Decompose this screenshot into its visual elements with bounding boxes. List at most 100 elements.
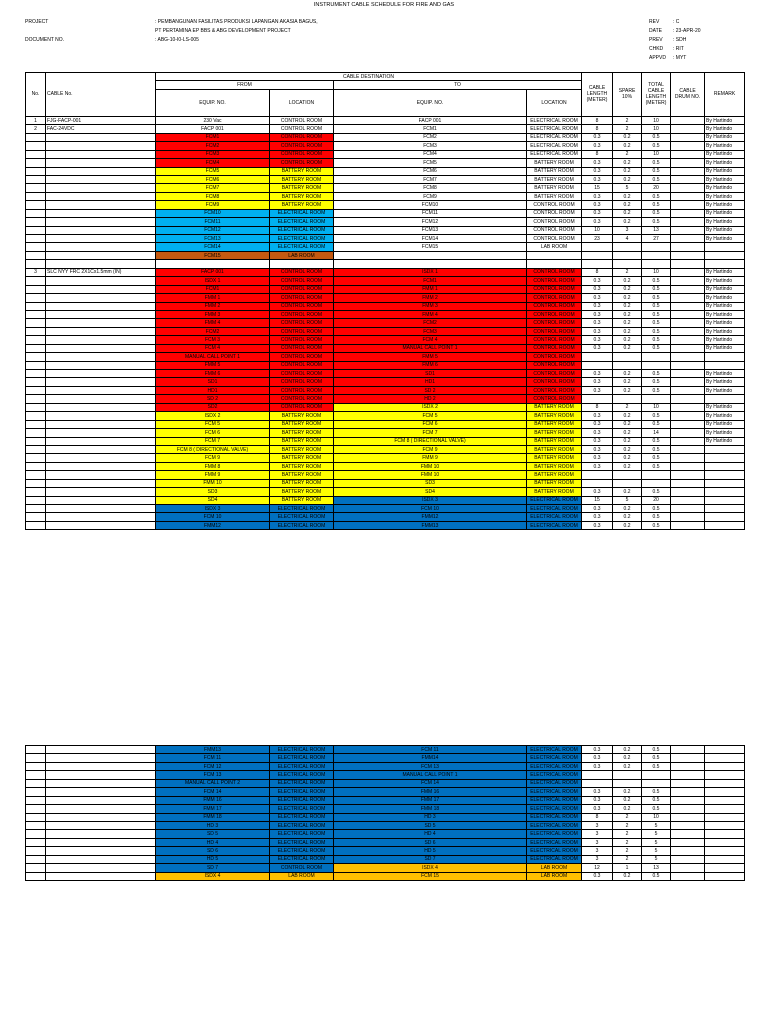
table-row: FCM12 ELECTRICAL ROOM FCM13 CONTROL ROOM 10 3… (25, 225, 746, 236)
cell-total (641, 352, 672, 362)
col-from-location: LOCATION (269, 88, 334, 117)
cell-cable-length (581, 770, 613, 780)
cell-cable-no (45, 744, 156, 755)
cell-to-location: ELECTRICAL ROOM (525, 520, 583, 531)
cell-cable-length: 0.3 (581, 419, 614, 430)
cell-from-location: ELECTRICAL ROOM (269, 761, 334, 772)
cell-total: 0.5 (641, 787, 671, 797)
cell-from-equip: MANUAL CALL POINT 2 (155, 778, 270, 789)
cell-spare: 2 (612, 124, 643, 134)
cell-total (641, 259, 672, 269)
cell-from-location: ELECTRICAL ROOM (269, 233, 334, 244)
cell-from-equip: FCM12 (155, 225, 270, 236)
cell-cable-length: 0.3 (581, 520, 614, 531)
table-row: MANUAL CALL POINT 1 CONTROL ROOM FMM 5 CONT… (25, 352, 746, 362)
rev-value: : C (673, 19, 680, 25)
cell-drum (670, 871, 705, 882)
cable-schedule-table: No. CABLE No. CABLE DESTINATION CABLE LE… (25, 71, 746, 531)
cell-no (25, 309, 46, 320)
cell-to-location: ELECTRICAL ROOM (525, 115, 583, 126)
cell-to-equip: FMM 10 (333, 461, 527, 472)
cell-from-location: CONTROL ROOM (269, 124, 334, 134)
cell-drum (670, 487, 706, 497)
table-row: FCM 12 ELECTRICAL ROOM FCM 13 ELECTRICAL RO… (25, 761, 745, 772)
cell-cable-no (45, 761, 156, 772)
cell-cable-length: 0.3 (581, 217, 614, 227)
cell-no (25, 318, 46, 328)
cell-spare: 0.2 (612, 208, 643, 219)
cell-cable-no (45, 343, 156, 354)
cell-remark (704, 444, 746, 455)
cell-cable-length: 0.3 (581, 141, 614, 151)
cell-from-location: CONTROL ROOM (269, 343, 334, 354)
cell-from-location: LAB ROOM (269, 871, 334, 882)
cell-from-equip: FMM 2 (155, 301, 270, 311)
cell-cable-no (45, 402, 156, 413)
table-row: FMM13 ELECTRICAL ROOM FCM 11 ELECTRICAL ROO… (25, 744, 745, 755)
cell-spare: 5 (612, 183, 643, 193)
cell-total: 0.5 (641, 166, 672, 176)
cell-from-equip: FMM 5 (155, 360, 270, 371)
table-row: HD1 CONTROL ROOM SD 2 CONTROL ROOM 0.3 0.2 0.5… (25, 385, 746, 396)
cell-to-equip: ISDX 1 (333, 267, 527, 278)
cell-to-equip: FCM10 (333, 200, 527, 210)
cell-to-location: ELECTRICAL ROOM (526, 804, 582, 814)
cell-remark: By Hartindo (704, 343, 746, 354)
table-row: FCM4 CONTROL ROOM FCM5 BATTERY ROOM 0.3 0.2 0.… (25, 158, 746, 168)
cell-from-location: BATTERY ROOM (269, 470, 334, 480)
cell-from-equip: FMM 17 (155, 804, 270, 814)
cell-from-equip: FMM 3 (155, 309, 270, 320)
cell-no (25, 520, 46, 531)
cell-remark: By Hartindo (704, 115, 746, 126)
cell-to-location: BATTERY ROOM (525, 411, 583, 421)
cell-remark: By Hartindo (704, 141, 746, 151)
cell-to-location: CONTROL ROOM (525, 360, 583, 371)
table-row: FCM 5 BATTERY ROOM FCM 6 BATTERY ROOM 0.3 0.2… (25, 419, 746, 430)
cell-drum (670, 267, 706, 278)
cell-to-location: LAB ROOM (526, 871, 582, 882)
cell-cable-no (45, 770, 156, 780)
table-header: No. CABLE No. CABLE DESTINATION CABLE LE… (25, 71, 746, 117)
cell-to-location: ELECTRICAL ROOM (525, 132, 583, 143)
cell-total: 10 (641, 267, 672, 278)
cell-cable-no (45, 487, 156, 497)
cell-cable-length: 0.3 (581, 284, 614, 295)
cell-cable-length: 3 (581, 820, 613, 831)
cell-total: 10 (641, 149, 672, 160)
cell-from-location: CONTROL ROOM (269, 115, 334, 126)
cell-cable-no (45, 812, 156, 822)
cell-cable-length: 0.3 (581, 487, 614, 497)
cell-drum (670, 453, 706, 463)
cell-total: 0.5 (641, 284, 672, 295)
col-cable-no: CABLE No. (45, 72, 156, 117)
cell-from-location: ELECTRICAL ROOM (269, 217, 334, 227)
cell-from-location: ELECTRICAL ROOM (269, 778, 334, 789)
cell-cable-no (45, 309, 156, 320)
cell-from-location: BATTERY ROOM (269, 453, 334, 463)
cell-remark: By Hartindo (704, 166, 746, 176)
cell-from-location: ELECTRICAL ROOM (269, 829, 334, 839)
cell-spare: 0.2 (612, 428, 643, 438)
table-row: ISDX 4 LAB ROOM FCM 15 LAB ROOM 0.3 0.2 0.5 (25, 871, 745, 882)
cell-from-equip: FCM8 (155, 191, 270, 202)
cell-to-equip: FCM3 (333, 326, 527, 337)
cell-cable-length: 3 (581, 829, 613, 839)
cell-to-equip: FCM6 (333, 166, 527, 176)
cell-to-location: ELECTRICAL ROOM (526, 837, 582, 848)
cell-drum (670, 301, 706, 311)
cell-cable-no (45, 326, 156, 337)
cell-from-equip: FMM13 (155, 744, 270, 755)
cell-to-equip: SD 6 (333, 837, 527, 848)
cell-cable-no (45, 293, 156, 303)
cell-cable-no (45, 804, 156, 814)
cell-no (25, 301, 46, 311)
table-row: FCM1 CONTROL ROOM FMM 1 CONTROL ROOM 0.3 0.2 0… (25, 284, 746, 295)
cell-cable-length: 0.3 (581, 326, 614, 337)
cell-drum (670, 115, 706, 126)
cell-no (25, 326, 46, 337)
table-row: FMM 17 ELECTRICAL ROOM FMM 18 ELECTRICAL RO… (25, 804, 745, 814)
cell-to-equip: FCM14 (333, 233, 527, 244)
cell-from-equip: FCM 3 (155, 335, 270, 345)
cell-total: 0.5 (641, 744, 671, 755)
cell-from-equip: ISDX 3 (155, 503, 270, 514)
